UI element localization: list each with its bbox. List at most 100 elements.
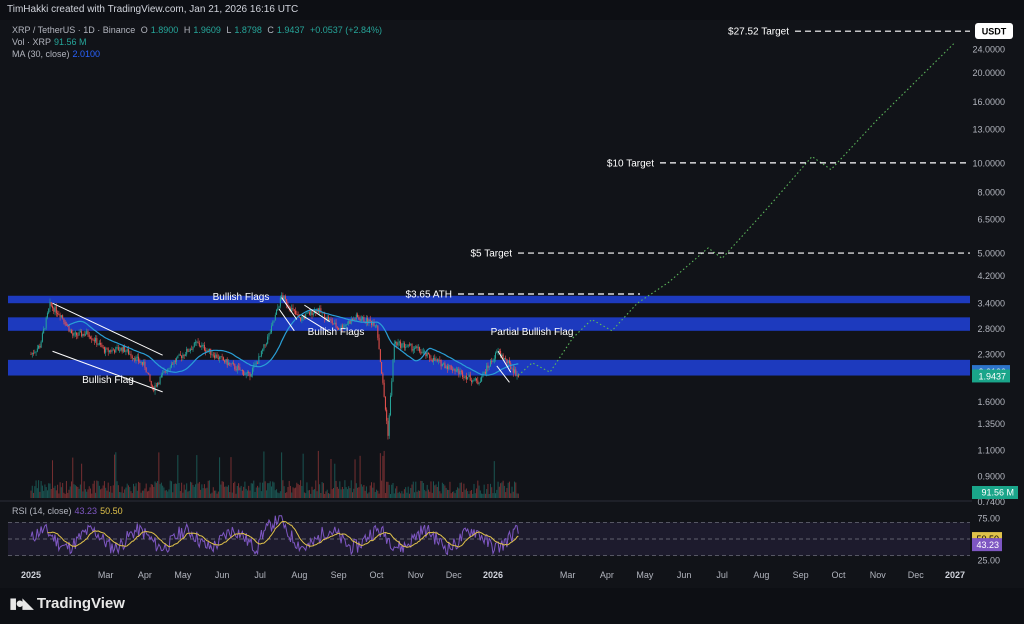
candle-body <box>296 314 298 315</box>
candle-body <box>341 325 343 329</box>
volume-bar <box>393 493 395 498</box>
candle-body <box>187 348 189 352</box>
candle-body <box>55 306 57 314</box>
volume-bar <box>470 489 472 498</box>
volume-bar <box>210 493 212 498</box>
candle-body <box>130 353 132 357</box>
rsi-tick: 25.00 <box>977 555 1000 565</box>
volume-bar <box>81 463 83 498</box>
legend-volume: Vol · XRP 91.56 M <box>12 37 90 47</box>
price-chart[interactable]: $27.52 Target $10 Target $5 Target $3.65 AT… <box>0 20 1024 588</box>
volume-bar <box>392 482 394 498</box>
target-label-4: $3.65 ATH <box>405 289 452 300</box>
volume-bar <box>265 490 267 498</box>
candle-body <box>238 366 240 368</box>
candle-body <box>381 362 383 374</box>
volume-bar <box>514 481 516 498</box>
candle-body <box>205 350 207 352</box>
volume-bar <box>446 489 448 498</box>
candle-body <box>59 314 61 318</box>
candle-body <box>370 321 372 325</box>
candle-body <box>286 299 288 305</box>
candle-body <box>474 378 476 380</box>
candle-body <box>419 347 421 352</box>
candle-body <box>88 334 90 338</box>
candle-body <box>68 325 70 332</box>
volume-bar <box>201 484 203 498</box>
candle-body <box>458 369 460 375</box>
volume-bar <box>65 480 67 498</box>
candle-body <box>297 314 299 317</box>
volume-bar <box>127 485 129 498</box>
candle-body <box>415 346 417 349</box>
volume-bar <box>169 480 171 498</box>
candle-body <box>110 350 112 352</box>
candle-body <box>281 295 283 298</box>
candle-body <box>31 352 33 355</box>
volume-bar <box>188 490 190 498</box>
volume-bar <box>357 487 359 498</box>
candle-body <box>135 356 137 361</box>
candle-body <box>267 336 269 344</box>
volume-bar <box>239 487 241 498</box>
volume-bar <box>298 485 300 498</box>
volume-bar <box>458 488 460 498</box>
candle-body <box>163 371 165 373</box>
price-tick: 5.0000 <box>977 249 1005 259</box>
legend-close: 1.9437 <box>276 25 305 35</box>
candle-body <box>146 372 148 374</box>
volume-bar <box>293 488 295 498</box>
volume-tag-text: 91.56 M <box>981 488 1014 498</box>
candle-body <box>141 362 143 365</box>
volume-bar <box>241 490 243 498</box>
legend-ma: MA (30, close) 2.0100 <box>12 49 103 59</box>
volume-bar <box>229 492 231 498</box>
volume-bar <box>463 483 465 498</box>
candle-body <box>249 372 251 377</box>
volume-bar <box>349 488 351 498</box>
candle-body <box>220 356 222 358</box>
candle-body <box>493 358 495 362</box>
time-tick: 2025 <box>21 570 41 580</box>
candle-body <box>243 370 245 376</box>
volume-bar <box>187 491 189 498</box>
volume-bar <box>467 491 469 498</box>
candle-body <box>115 347 117 353</box>
candle-body <box>121 347 123 352</box>
candle-body <box>126 349 128 352</box>
volume-bar <box>489 483 491 498</box>
volume-bar <box>64 493 66 498</box>
rsi-ma-line <box>47 520 519 548</box>
volume-bar <box>227 485 229 498</box>
volume-bar <box>30 490 32 498</box>
volume-bar <box>96 480 98 498</box>
candle-body <box>48 308 50 314</box>
time-tick: Jun <box>677 570 692 580</box>
volume-bar <box>135 483 137 498</box>
candle-body <box>254 363 256 366</box>
candle-body <box>440 359 442 367</box>
candle-body <box>441 364 443 367</box>
volume-bar <box>425 491 427 498</box>
volume-bar <box>367 493 369 498</box>
volume-bar <box>106 490 108 498</box>
volume-bar <box>343 489 345 498</box>
volume-bar <box>282 480 284 498</box>
candle-body <box>295 310 297 315</box>
volume-bar <box>358 487 360 498</box>
volume-bar <box>477 480 479 498</box>
volume-bar <box>164 490 166 498</box>
candle-body <box>53 308 55 312</box>
projection-path <box>517 43 955 376</box>
candle-body <box>97 344 99 346</box>
candle-body <box>96 338 98 345</box>
candle-body <box>483 371 485 373</box>
volume-bar <box>281 452 283 498</box>
candle-body <box>73 332 75 336</box>
volume-bar <box>74 485 76 498</box>
volume-bar <box>152 484 154 498</box>
price-tick: 8.0000 <box>977 187 1005 197</box>
candle-body <box>357 314 359 318</box>
volume-bar <box>86 491 88 498</box>
